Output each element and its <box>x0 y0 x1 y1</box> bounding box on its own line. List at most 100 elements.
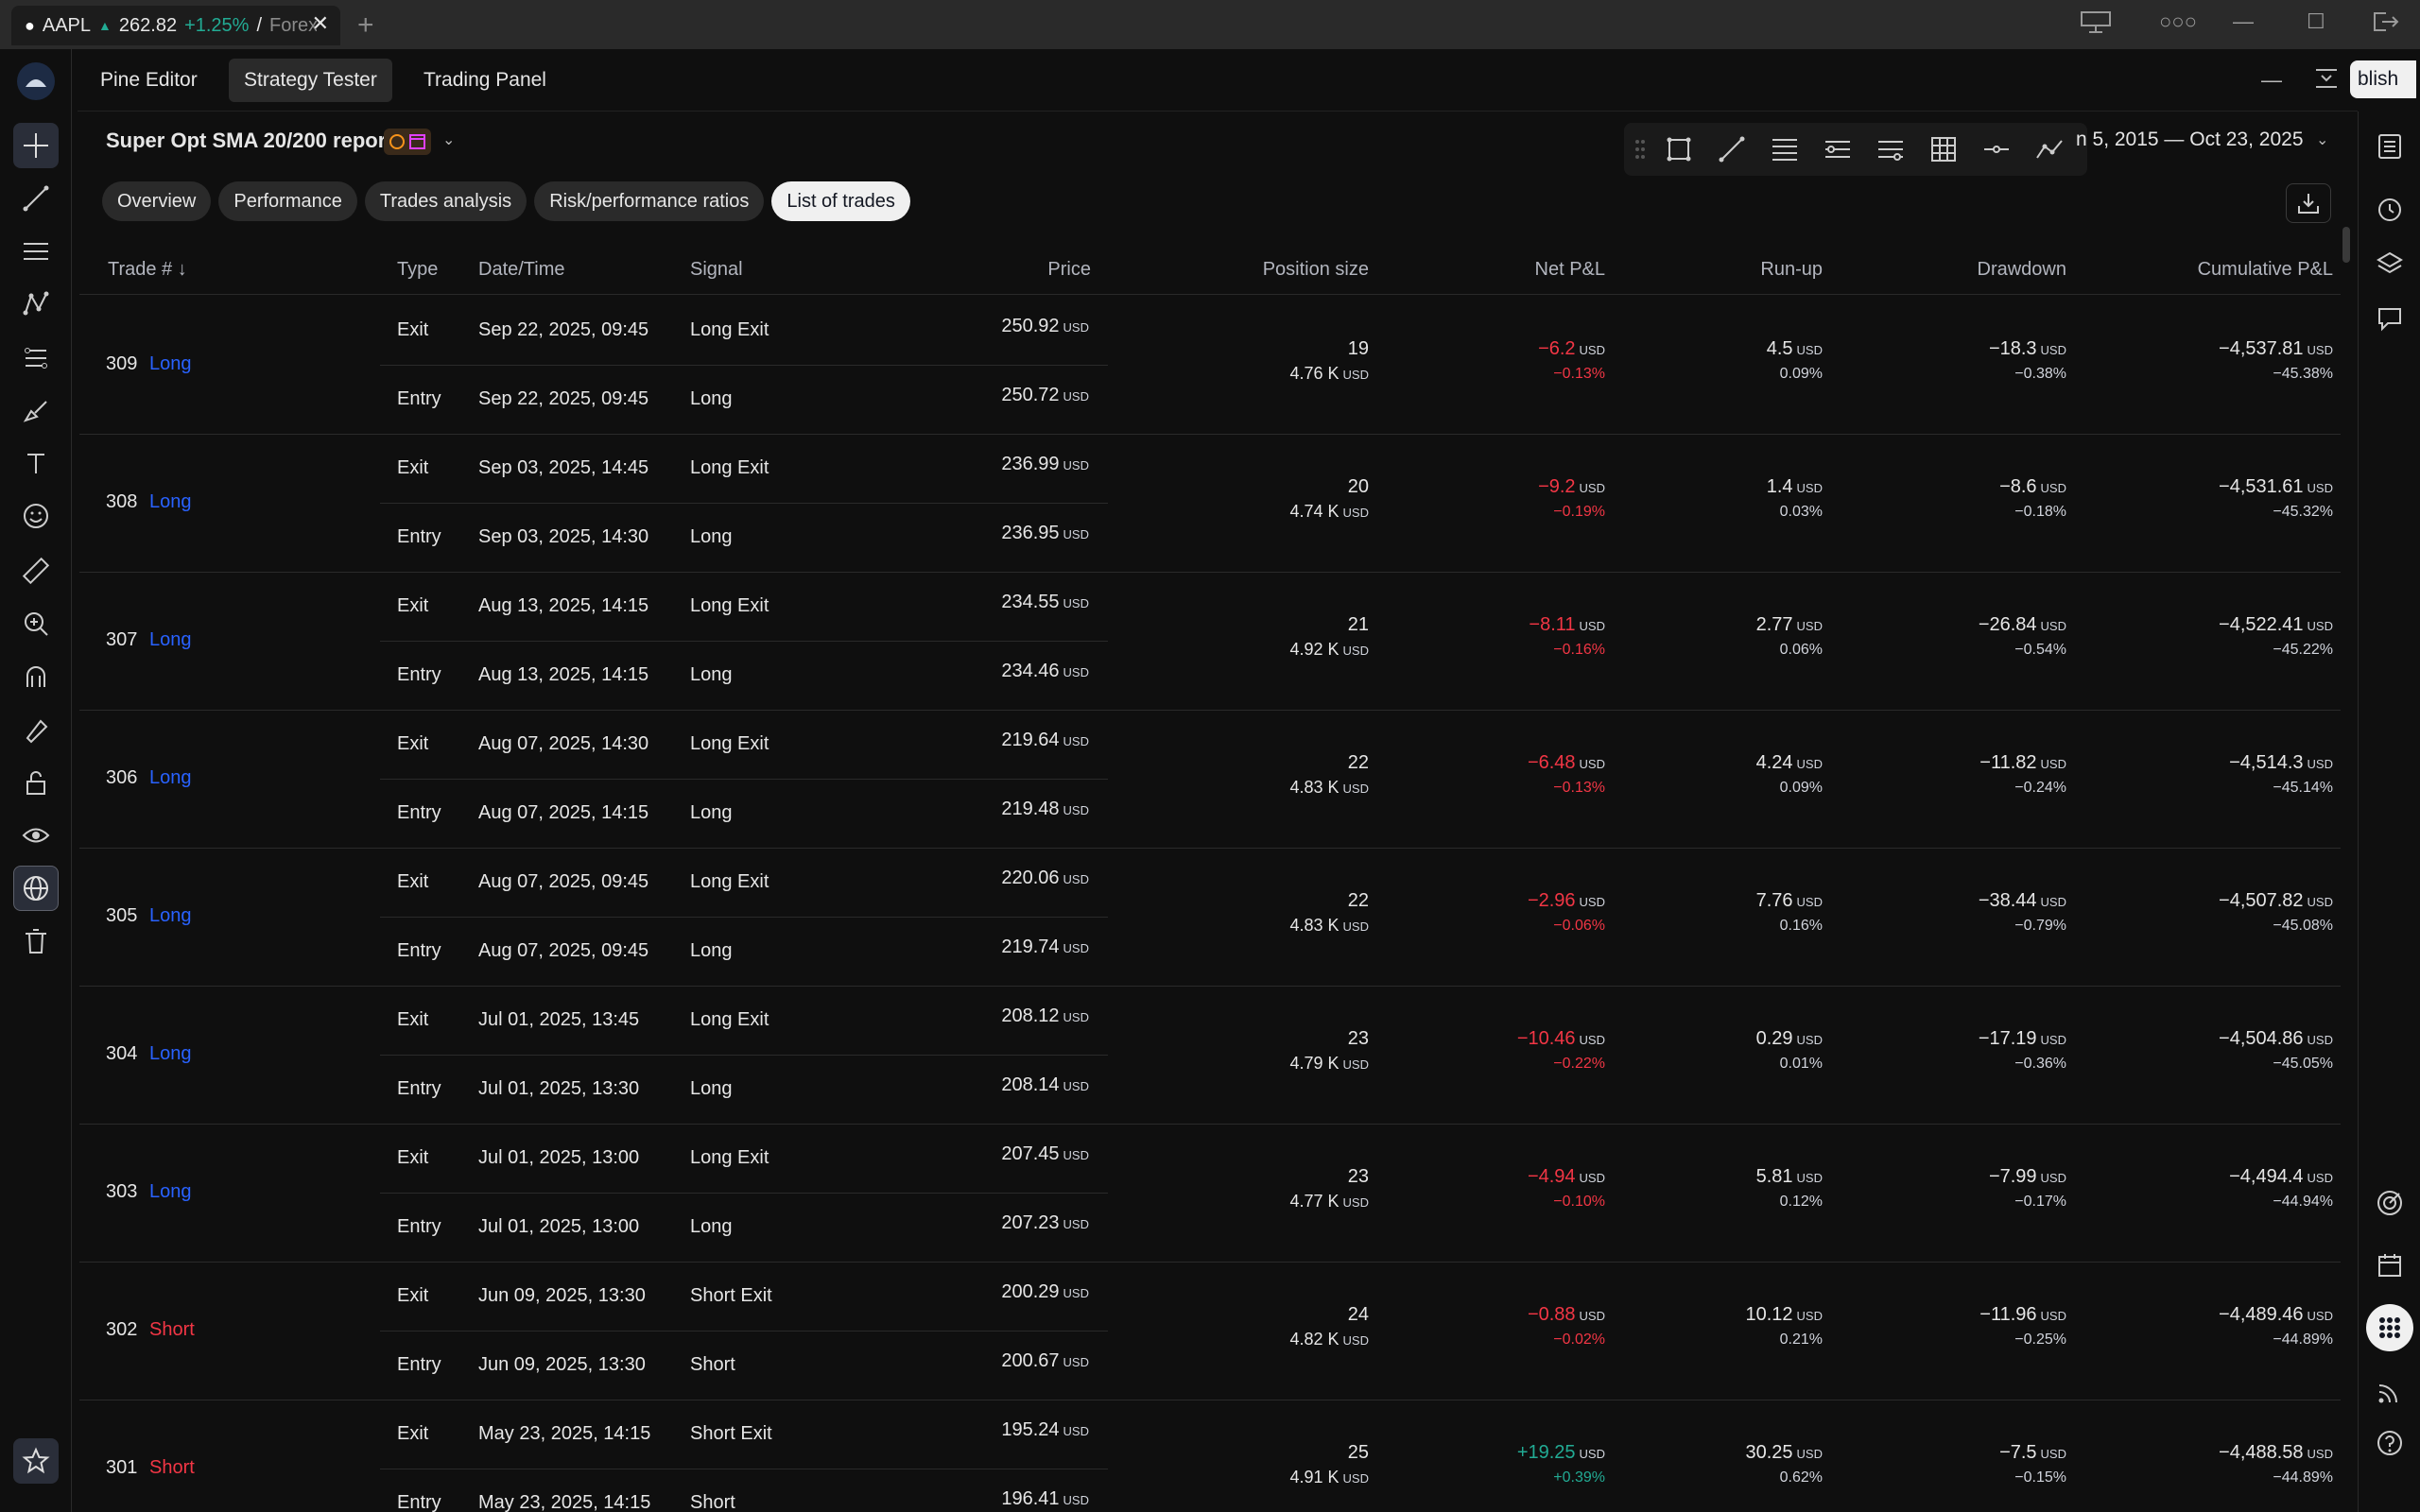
tab-strategy-tester[interactable]: Strategy Tester <box>229 59 392 102</box>
lock-icon[interactable] <box>13 760 59 805</box>
layers-icon[interactable] <box>2366 240 2413 287</box>
brush-tool-icon[interactable] <box>13 387 59 433</box>
table-row[interactable]: 305 Long Exit Aug 07, 2025, 09:45 Long Exit 2… <box>79 849 2341 987</box>
text-tool-icon[interactable] <box>13 440 59 486</box>
trade-exit-line[interactable]: Exit Jun 09, 2025, 13:30 Short Exit 200.29 U… <box>380 1263 1108 1332</box>
line-icon[interactable] <box>1715 134 1749 164</box>
trade-entry-line[interactable]: Entry Jul 01, 2025, 13:30 Long 208.14 USD <box>380 1056 1108 1125</box>
path-icon[interactable] <box>2032 134 2066 164</box>
trade-exit-line[interactable]: Exit Jul 01, 2025, 13:00 Long Exit 207.45 US… <box>380 1125 1108 1194</box>
table-row[interactable]: 304 Long Exit Jul 01, 2025, 13:45 Long Exit 2… <box>79 987 2341 1125</box>
new-tab-button[interactable]: + <box>357 9 374 41</box>
report-title[interactable]: Super Opt SMA 20/200 report <box>106 129 393 152</box>
eye-icon[interactable] <box>13 813 59 858</box>
table-row[interactable]: 301 Short Exit May 23, 2025, 14:15 Short Exi… <box>79 1400 2341 1512</box>
maximize-icon[interactable]: ☐ <box>2307 9 2325 33</box>
drag-handle-icon[interactable] <box>1632 134 1649 164</box>
forecast-tool-icon[interactable] <box>13 335 59 380</box>
dd-cell: −18.3 USD −0.38% <box>1989 338 2066 383</box>
col-trade-number[interactable]: Trade # ↓ <box>108 259 187 280</box>
alarm-clock-icon[interactable] <box>2366 185 2413 232</box>
runup-cell: 30.25 USD 0.62% <box>1745 1442 1823 1486</box>
exit-icon[interactable] <box>2371 9 2399 40</box>
minimize-panel-icon[interactable]: — <box>2261 68 2282 92</box>
horizontal-ray-icon[interactable] <box>1979 134 2014 164</box>
pattern-tool-icon[interactable] <box>13 282 59 327</box>
ruler-icon[interactable] <box>13 548 59 593</box>
tab-trading-panel[interactable]: Trading Panel <box>424 69 546 91</box>
trade-entry-line[interactable]: Entry Aug 07, 2025, 09:45 Long 219.74 USD <box>380 918 1108 987</box>
calendar-icon[interactable] <box>2366 1242 2413 1289</box>
trade-exit-line[interactable]: Exit Aug 07, 2025, 14:30 Long Exit 219.64 US… <box>380 711 1108 780</box>
tab-risk-performance-ratios[interactable]: Risk/performance ratios <box>534 181 765 221</box>
horizontal-lines-icon[interactable] <box>13 229 59 274</box>
tab-trades-analysis[interactable]: Trades analysis <box>364 181 527 221</box>
trade-exit-line[interactable]: Exit May 23, 2025, 14:15 Short Exit 195.24 U… <box>380 1400 1108 1469</box>
help-icon[interactable] <box>2366 1419 2413 1467</box>
emoji-icon[interactable] <box>13 493 59 539</box>
target-icon[interactable] <box>2366 1179 2413 1227</box>
layout-icon[interactable] <box>2080 9 2112 40</box>
report-dropdown-icon[interactable]: ⌄ <box>442 132 456 148</box>
zoom-icon[interactable] <box>13 601 59 646</box>
browser-tab[interactable]: ● AAPL ▲ 262.82 +1.25% / Forex ✕ <box>11 6 340 45</box>
logo-icon[interactable] <box>17 62 55 100</box>
tab-overview[interactable]: Overview <box>102 181 212 221</box>
trade-entry-line[interactable]: Entry Sep 03, 2025, 14:30 Long 236.95 USD <box>380 504 1108 573</box>
table-row[interactable]: 302 Short Exit Jun 09, 2025, 13:30 Short Exi… <box>79 1263 2341 1400</box>
parallel-channel-icon[interactable] <box>1821 134 1855 164</box>
table-row[interactable]: 309 Long Exit Sep 22, 2025, 09:45 Long Exit 2… <box>79 297 2341 435</box>
tab-list-of-trades[interactable]: List of trades <box>771 181 910 221</box>
runup-amount: 10.12 <box>1745 1304 1793 1325</box>
trade-entry-line[interactable]: Entry Aug 07, 2025, 14:15 Long 219.48 USD <box>380 780 1108 849</box>
cum-cell: −4,504.86 USD −45.05% <box>2219 1028 2333 1073</box>
minimize-icon[interactable]: — <box>2233 9 2254 33</box>
date-range-dropdown-icon[interactable]: ⌄ <box>2316 132 2329 148</box>
trade-exit-line[interactable]: Exit Jul 01, 2025, 13:45 Long Exit 208.12 US… <box>380 987 1108 1056</box>
signal-feed-icon[interactable] <box>2366 1368 2413 1416</box>
close-tab-icon[interactable]: ✕ <box>311 11 329 35</box>
trend-line-icon[interactable] <box>13 176 59 221</box>
trade-exit-line[interactable]: Exit Aug 07, 2025, 09:45 Long Exit 220.06 US… <box>380 849 1108 918</box>
currency-unit: USD <box>1342 1471 1369 1486</box>
publish-button[interactable]: blish <box>2350 60 2416 98</box>
apps-grid-icon[interactable] <box>2366 1304 2413 1351</box>
trade-exit-line[interactable]: Exit Aug 13, 2025, 14:15 Long Exit 234.55 US… <box>380 573 1108 642</box>
grid-icon[interactable] <box>1927 134 1961 164</box>
maximize-panel-icon[interactable] <box>2312 64 2341 97</box>
position-size-cell: 22 4.83 K USD <box>1290 890 1370 936</box>
vertical-scrollbar[interactable] <box>2342 227 2350 263</box>
table-row[interactable]: 306 Long Exit Aug 07, 2025, 14:30 Long Exit 2… <box>79 711 2341 849</box>
date-range[interactable]: n 5, 2015 — Oct 23, 2025 <box>2076 129 2304 150</box>
chat-icon[interactable] <box>2366 295 2413 342</box>
crosshair-tool-icon[interactable] <box>13 123 59 168</box>
download-icon[interactable] <box>2286 183 2331 223</box>
trade-number: 308 <box>106 491 138 512</box>
trash-icon[interactable] <box>13 919 59 964</box>
currency-unit: USD <box>1342 1333 1369 1348</box>
trade-entry-line[interactable]: Entry May 23, 2025, 14:15 Short 196.41 USD <box>380 1469 1108 1512</box>
table-row[interactable]: 307 Long Exit Aug 13, 2025, 14:15 Long Exit 2… <box>79 573 2341 711</box>
rectangle-icon[interactable] <box>1662 134 1696 164</box>
trade-entry-line[interactable]: Entry Aug 13, 2025, 14:15 Long 234.46 USD <box>380 642 1108 711</box>
entry-signal: Long <box>690 1216 733 1237</box>
fib-retracement-icon[interactable] <box>1768 134 1802 164</box>
trade-exit-line[interactable]: Exit Sep 03, 2025, 14:45 Long Exit 236.99 US… <box>380 435 1108 504</box>
trade-entry-line[interactable]: Entry Jun 09, 2025, 13:30 Short 200.67 USD <box>380 1332 1108 1400</box>
regression-channel-icon[interactable] <box>1874 134 1908 164</box>
stay-in-drawing-icon[interactable] <box>13 707 59 752</box>
exit-type: Exit <box>397 457 429 478</box>
more-icon[interactable]: ○○○ <box>2159 9 2197 33</box>
tab-pine-editor[interactable]: Pine Editor <box>100 69 198 91</box>
watchlist-icon[interactable] <box>2366 123 2413 170</box>
tab-performance[interactable]: Performance <box>218 181 357 221</box>
magnet-icon[interactable] <box>13 654 59 699</box>
trade-entry-line[interactable]: Entry Jul 01, 2025, 13:00 Long 207.23 USD <box>380 1194 1108 1263</box>
trade-entry-line[interactable]: Entry Sep 22, 2025, 09:45 Long 250.72 USD <box>380 366 1108 435</box>
trade-exit-line[interactable]: Exit Sep 22, 2025, 09:45 Long Exit 250.92 US… <box>380 297 1108 366</box>
table-row[interactable]: 308 Long Exit Sep 03, 2025, 14:45 Long Exit 2… <box>79 435 2341 573</box>
star-icon[interactable] <box>13 1438 59 1484</box>
table-row[interactable]: 303 Long Exit Jul 01, 2025, 13:00 Long Exit 2… <box>79 1125 2341 1263</box>
globe-icon[interactable] <box>13 866 59 911</box>
runup-cell: 1.4 USD 0.03% <box>1767 476 1823 521</box>
